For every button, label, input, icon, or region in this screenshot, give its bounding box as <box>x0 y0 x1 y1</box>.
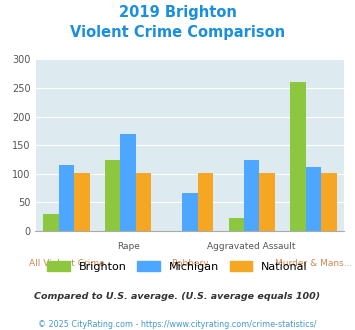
Legend: Brighton, Michigan, National: Brighton, Michigan, National <box>47 261 308 272</box>
Bar <box>198 173 213 231</box>
Bar <box>290 82 306 231</box>
Bar <box>306 167 321 231</box>
Text: 2019 Brighton: 2019 Brighton <box>119 5 236 20</box>
Text: Violent Crime Comparison: Violent Crime Comparison <box>70 25 285 40</box>
Bar <box>120 134 136 231</box>
Text: Murder & Mans...: Murder & Mans... <box>275 259 352 268</box>
Bar <box>74 173 89 231</box>
Bar <box>43 214 59 231</box>
Bar <box>136 173 151 231</box>
Bar <box>321 173 337 231</box>
Text: All Violent Crime: All Violent Crime <box>28 259 104 268</box>
Text: Rape: Rape <box>117 242 140 251</box>
Bar <box>229 218 244 231</box>
Bar <box>260 173 275 231</box>
Text: Compared to U.S. average. (U.S. average equals 100): Compared to U.S. average. (U.S. average … <box>34 292 321 301</box>
Text: © 2025 CityRating.com - https://www.cityrating.com/crime-statistics/: © 2025 CityRating.com - https://www.city… <box>38 320 317 329</box>
Bar <box>182 193 198 231</box>
Text: Robbery: Robbery <box>171 259 209 268</box>
Text: Aggravated Assault: Aggravated Assault <box>207 242 296 251</box>
Bar <box>244 159 260 231</box>
Bar <box>105 159 120 231</box>
Bar <box>59 165 74 231</box>
